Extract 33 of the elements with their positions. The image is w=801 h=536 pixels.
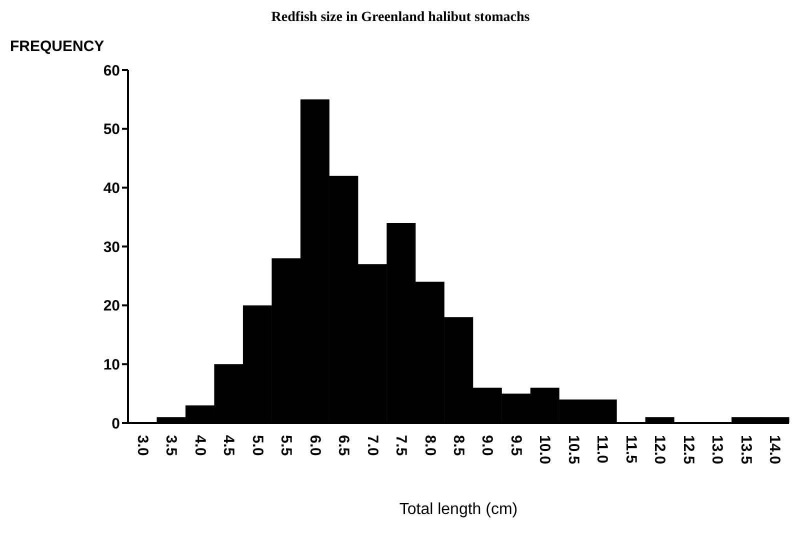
x-tick-label: 12.5 — [680, 435, 697, 464]
x-tick-label: 11.0 — [594, 435, 611, 464]
y-tick-label: 40 — [103, 180, 120, 197]
x-tick-label: 4.0 — [191, 435, 208, 456]
x-tick-label: 11.5 — [622, 435, 640, 464]
x-tick-label: 6.5 — [335, 435, 352, 456]
x-tick-label: 10.0 — [536, 435, 554, 464]
x-tick-label: 4.5 — [220, 435, 238, 456]
x-tick-label: 14.0 — [766, 435, 784, 464]
x-tick-label: 7.0 — [364, 435, 381, 456]
x-axis-title: Total length (cm) — [399, 501, 518, 518]
y-tick-label: 50 — [103, 121, 120, 138]
x-tick-label: 5.5 — [278, 435, 295, 456]
x-tick-label: 10.5 — [564, 435, 582, 464]
y-tick-label: 60 — [103, 62, 120, 80]
y-tick-label: 10 — [103, 356, 120, 374]
x-tick-label: 12.0 — [651, 435, 668, 464]
x-tick-label: 3.5 — [162, 435, 180, 456]
x-tick-label: 6.0 — [306, 435, 324, 456]
x-tick-label: 5.0 — [248, 435, 266, 456]
x-tick-label: 13.0 — [708, 435, 726, 464]
x-tick-label: 7.5 — [392, 435, 410, 456]
x-tick-label: 8.5 — [450, 435, 467, 456]
x-tick-label: 9.0 — [478, 435, 496, 456]
y-tick-label: 0 — [112, 415, 120, 432]
x-tick-label: 13.5 — [737, 435, 754, 464]
chart-title: Redfish size in Greenland halibut stomachs — [270, 10, 531, 26]
y-tick-label: 20 — [103, 298, 120, 315]
x-tick-label: 8.0 — [421, 435, 438, 456]
x-tick-label: 3.0 — [134, 435, 151, 456]
x-tick-label: 9.5 — [507, 435, 524, 456]
y-tick-label: 30 — [103, 238, 120, 256]
y-axis-title: FREQUENCY — [10, 38, 104, 55]
